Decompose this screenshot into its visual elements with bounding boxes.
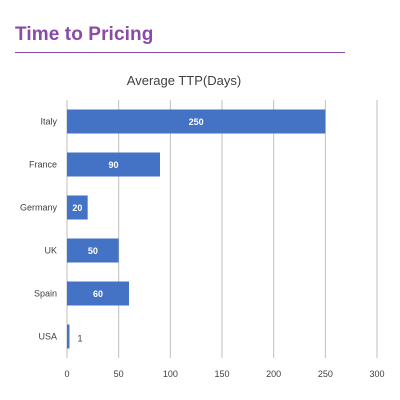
x-tick-label: 0 xyxy=(64,369,69,379)
category-label: Spain xyxy=(34,289,57,299)
bar-usa xyxy=(67,324,70,349)
x-tick-label: 100 xyxy=(163,369,178,379)
bar-uk xyxy=(67,238,119,263)
x-tick-label: 200 xyxy=(266,369,281,379)
bar-italy xyxy=(67,109,326,134)
category-label: UK xyxy=(44,246,57,256)
page-title: Time to Pricing xyxy=(15,24,154,45)
data-label: 250 xyxy=(189,117,204,127)
category-labels: Italy France Germany UK Spain USA xyxy=(20,117,58,342)
x-tick-label: 300 xyxy=(369,369,384,379)
category-label: Italy xyxy=(40,117,57,127)
bar-germany xyxy=(67,195,88,220)
x-tick-label: 50 xyxy=(114,369,124,379)
category-label: Germany xyxy=(20,203,58,213)
x-tick-label: 150 xyxy=(214,369,229,379)
data-label: 1 xyxy=(78,334,83,344)
bars xyxy=(67,109,326,349)
data-label: 90 xyxy=(108,160,118,170)
category-label: USA xyxy=(38,332,57,342)
data-label: 50 xyxy=(88,246,98,256)
bar-spain xyxy=(67,281,129,306)
x-tick-label: 250 xyxy=(318,369,333,379)
category-label: France xyxy=(29,160,57,170)
title-underline xyxy=(15,52,345,53)
data-labels: 250 90 20 50 60 1 xyxy=(72,117,203,344)
x-tick-labels: 0 50 100 150 200 250 300 xyxy=(64,369,384,379)
gridlines xyxy=(66,100,378,358)
data-label: 60 xyxy=(93,289,103,299)
chart-title: Average TTP(Days) xyxy=(127,73,241,88)
bar-france xyxy=(67,152,160,177)
data-label: 20 xyxy=(72,203,82,213)
